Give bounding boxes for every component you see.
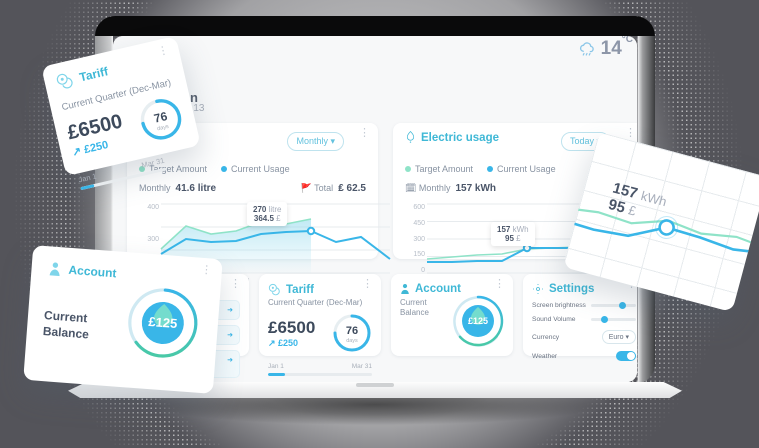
svg-text:days: days bbox=[157, 124, 170, 133]
svg-text:76: 76 bbox=[346, 325, 358, 337]
svg-text:£125: £125 bbox=[148, 314, 178, 331]
svg-text:£125: £125 bbox=[468, 316, 488, 326]
svg-text:days: days bbox=[346, 338, 358, 344]
